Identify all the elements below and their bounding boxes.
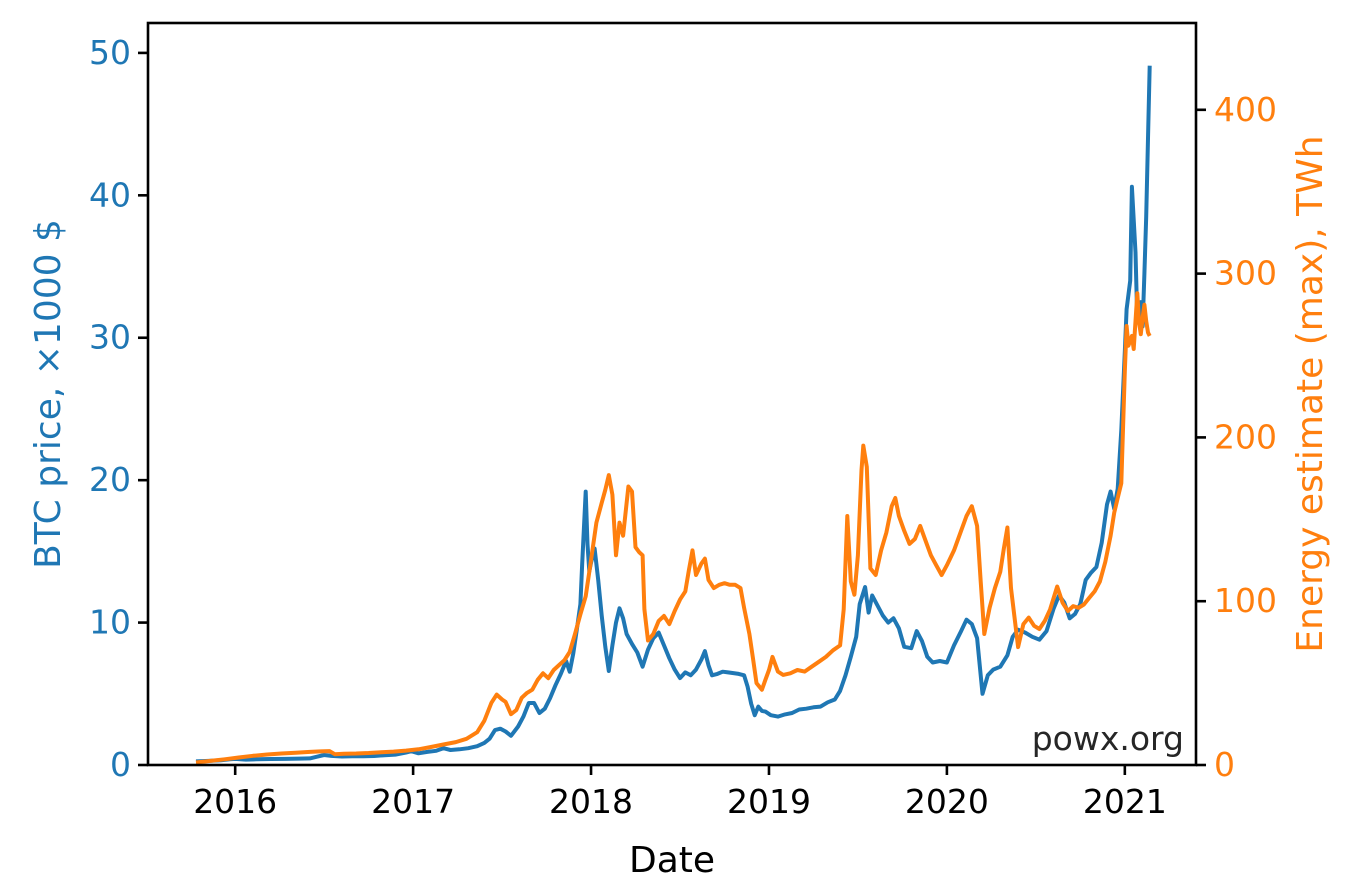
ticks-group: 2016 2017 2018 2019 2020 2021 0 10 20 30 40 50 0 100 2…: [89, 33, 1277, 821]
y-left-tick-label: 20: [89, 460, 131, 499]
y-right-tick-label: 0: [1214, 745, 1235, 784]
y-left-tick-label: 30: [89, 318, 131, 357]
x-axis-label: Date: [629, 840, 715, 881]
plot-border: [146, 21, 1198, 767]
y-left-tick-label: 0: [110, 745, 131, 784]
x-tick-label: 2020: [905, 782, 989, 821]
x-tick-label: 2017: [371, 782, 455, 821]
y-left-tick-label: 40: [89, 175, 131, 214]
y-axis-label-left: BTC price, ×1000 $: [28, 219, 69, 569]
y-right-tick-label: 100: [1214, 581, 1277, 620]
y-left-tick-label: 50: [89, 33, 131, 72]
y-axis-label-right: Energy estimate (max), TWh: [1290, 135, 1331, 652]
y-right-tick-label: 300: [1214, 254, 1277, 293]
watermark-text: powx.org: [1032, 719, 1184, 758]
x-tick-label: 2019: [727, 782, 811, 821]
x-tick-label: 2021: [1083, 782, 1167, 821]
series-line-energy: [195, 291, 1152, 765]
x-tick-label: 2016: [193, 782, 277, 821]
x-tick-label: 2018: [549, 782, 633, 821]
y-right-tick-label: 400: [1214, 90, 1277, 129]
y-left-tick-label: 10: [89, 603, 131, 642]
series-line-btc: [195, 65, 1152, 764]
series-group: [195, 65, 1152, 765]
y-right-tick-label: 200: [1214, 417, 1277, 456]
